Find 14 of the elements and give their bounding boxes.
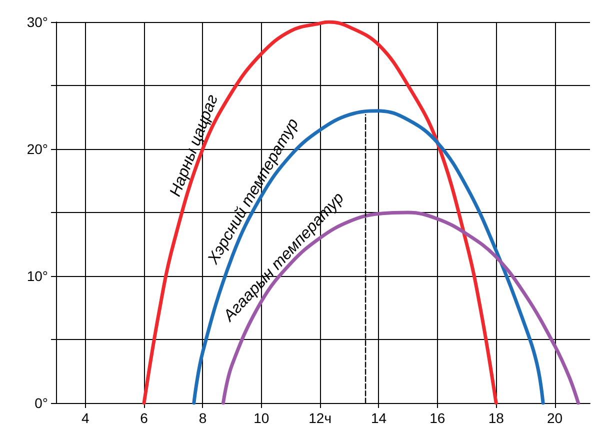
x-tick-label: 4 [81,410,90,426]
x-tick-label: 8 [198,410,207,426]
x-tick-label: 6 [140,410,148,426]
x-tick-label: 20 [547,410,563,426]
x-tick-label: 18 [488,410,504,426]
x-tick-label: 12ч [308,410,332,426]
y-tick-label: 0° [34,395,48,411]
x-tick-label: 10 [254,410,270,426]
x-tick-label: 14 [370,410,387,426]
x-tick-label: 16 [430,410,446,426]
y-tick-label: 10° [26,268,48,284]
line-series [142,20,498,405]
y-tick-label: 30° [26,14,48,30]
y-tick-label: 20° [26,141,48,157]
